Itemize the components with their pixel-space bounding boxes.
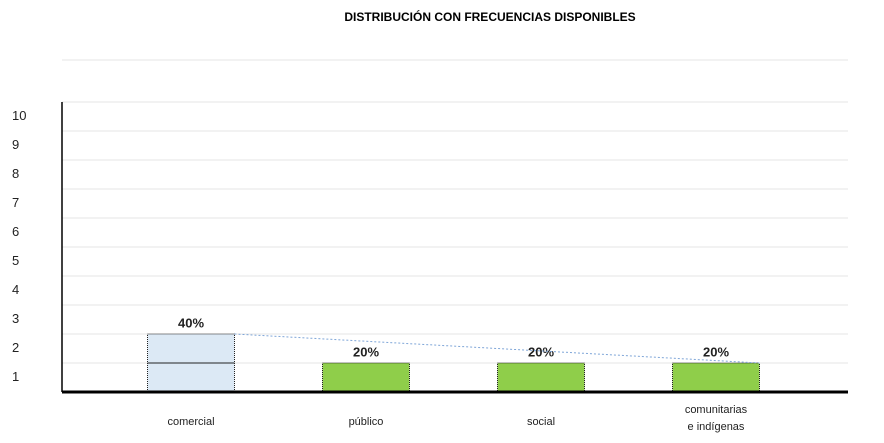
y-tick-label: 4: [12, 282, 19, 297]
data-label: 40%: [178, 315, 204, 330]
bar: [672, 362, 760, 393]
x-tick-label: social: [526, 416, 556, 428]
y-tick-label: 8: [12, 166, 19, 181]
data-label: 20%: [703, 344, 729, 359]
x-tick-label: público: [348, 416, 384, 428]
y-tick-label: 7: [12, 195, 19, 210]
y-tick-label: 9: [12, 137, 19, 152]
bar: [322, 362, 410, 393]
data-label: 20%: [353, 344, 379, 359]
y-tick-label: 10: [12, 108, 26, 123]
y-tick-label: 2: [12, 340, 19, 355]
chart-title: DISTRIBUCIÓN CON FRECUENCIAS DISPONIBLES: [344, 9, 635, 24]
y-tick-label: 1: [12, 369, 19, 384]
x-tick-label: comunitarias e indígenas: [684, 404, 748, 433]
data-label: 20%: [528, 344, 554, 359]
y-tick-label: 6: [12, 224, 19, 239]
y-tick-label: 5: [12, 253, 19, 268]
bar: [497, 362, 585, 393]
x-tick-label: comercial: [167, 416, 215, 428]
y-tick-label: 3: [12, 311, 19, 326]
trend-line: [234, 333, 760, 364]
